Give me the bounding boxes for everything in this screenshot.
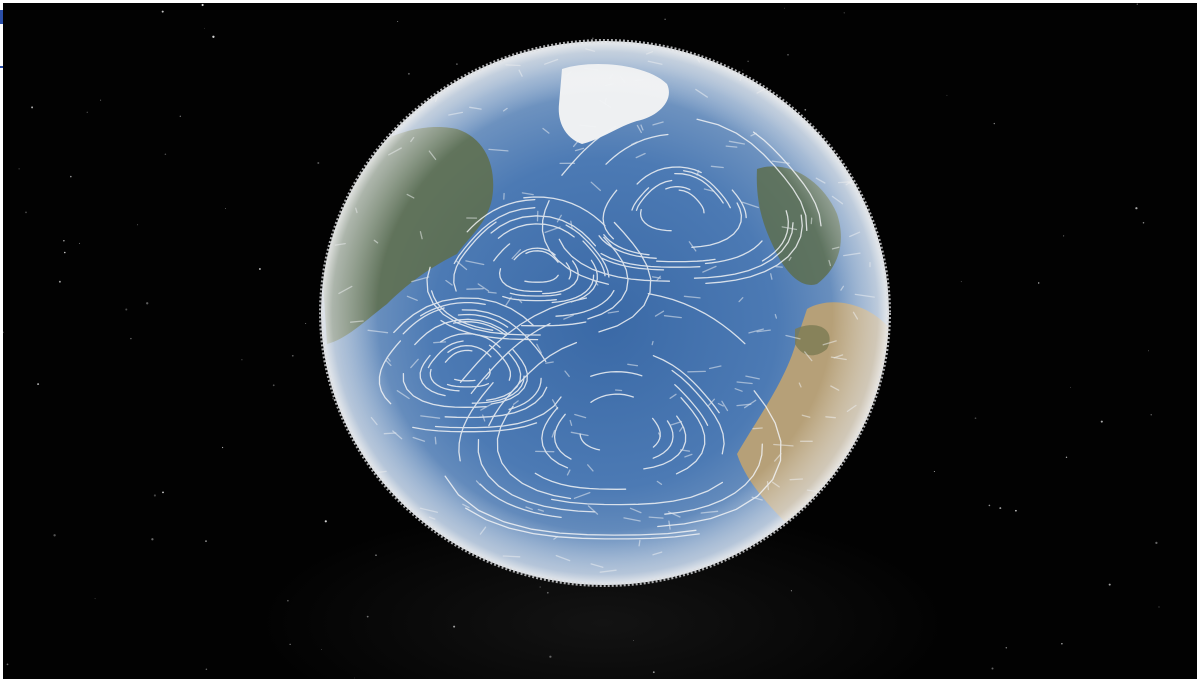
edge-artifact-top [0,10,4,24]
space-background [3,3,1197,679]
globe-rim [319,39,891,587]
earth-globe [319,39,891,587]
edge-artifact-small [0,66,3,68]
